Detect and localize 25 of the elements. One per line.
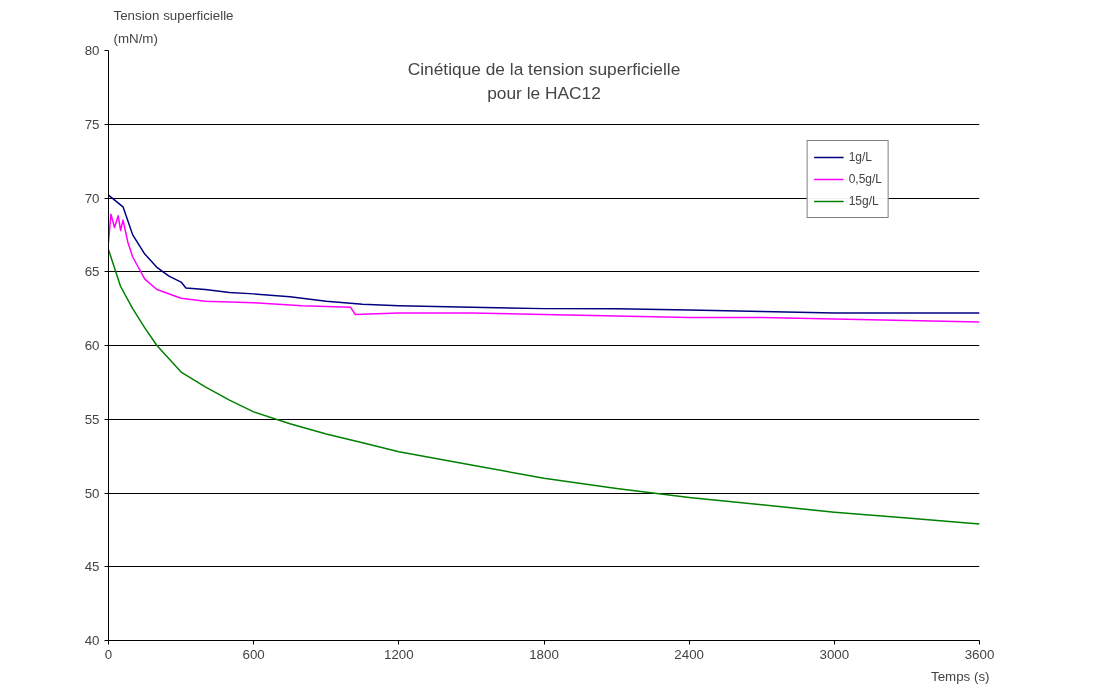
- y-tick-label: 45: [84, 559, 100, 575]
- line-series: [108, 248, 980, 525]
- y-tick-label: 60: [84, 338, 100, 353]
- x-tick-label: 2400: [674, 646, 704, 662]
- x-tick-label: 0: [104, 646, 113, 662]
- y-tick-label: 75: [84, 116, 100, 132]
- y-axis-title: Tension superficielle (mN/m): [113, 8, 234, 46]
- legend-label: 1g/L: [848, 150, 872, 164]
- y-tick-label: 55: [84, 411, 100, 427]
- x-tick-label: 1200: [384, 646, 414, 662]
- text: Cinétique de la tension superficielle pour le HAC12: [407, 58, 681, 103]
- legend-label: 15g/L: [848, 194, 879, 208]
- x-axis-title: Temps (s): [931, 668, 990, 684]
- x-tick-label: 3600: [964, 646, 995, 662]
- y-tick-label: 80: [84, 43, 100, 58]
- line-series: [108, 213, 980, 323]
- y-tick-label: 65: [84, 264, 100, 280]
- legend-label: 0,5g/L: [848, 172, 882, 186]
- x-tick-label: 3000: [819, 646, 850, 662]
- line-series: [108, 194, 980, 314]
- y-tick-label: 50: [84, 485, 100, 501]
- x-tick-label: 1800: [529, 646, 559, 662]
- y-tick-label: 40: [84, 633, 100, 648]
- y-tick-label: 70: [84, 190, 100, 206]
- x-tick-label: 600: [242, 646, 265, 662]
